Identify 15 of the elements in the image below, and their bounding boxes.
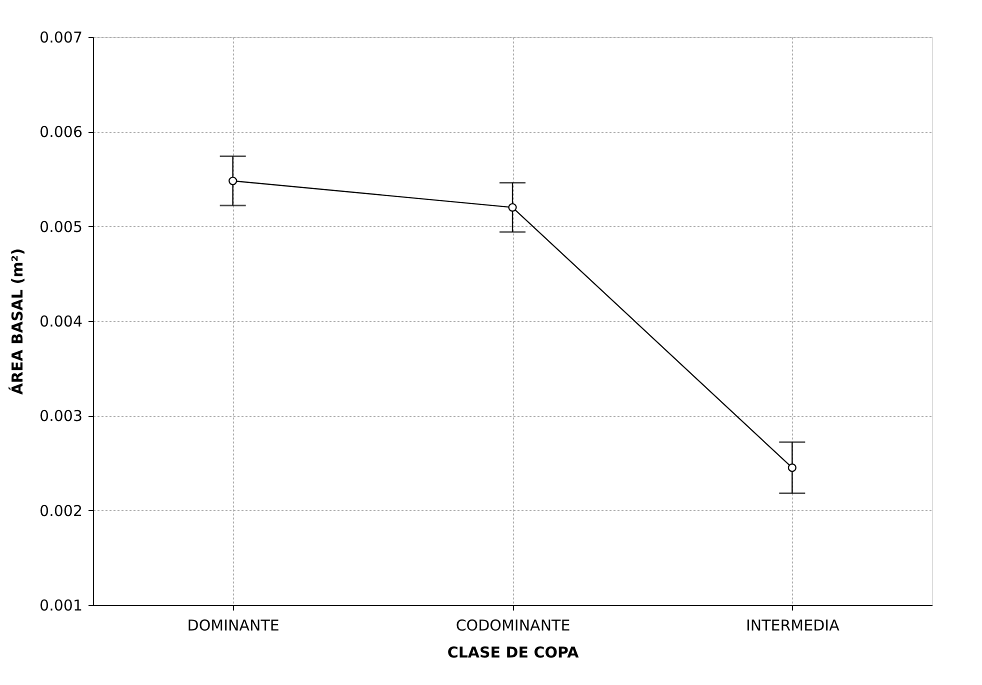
y-tick-label: 0.003 [40,407,82,426]
y-tick-label: 0.004 [40,312,82,330]
y-tick-label: 0.007 [40,28,82,46]
y-axis-title: ÁREA BASAL (m²) [8,248,27,395]
x-tick-label: INTERMEDIA [746,616,840,634]
point [508,203,517,212]
x-tick-label: DOMINANTE [187,616,280,634]
point [228,176,238,186]
x-tick-label: CODOMINANTE [456,616,570,634]
point [788,463,796,472]
y-tick-label: 0.006 [40,123,82,142]
y-tick-label: 0.005 [40,218,82,236]
y-tick-label: 0.002 [40,502,82,520]
x-axis-title: CLASE DE COPA [447,644,580,662]
y-tick-label: 0.001 [40,596,82,614]
